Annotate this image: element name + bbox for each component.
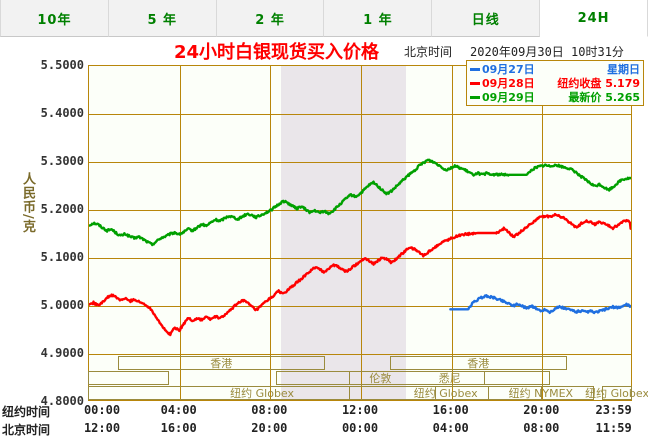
price-chart-plot[interactable] [88, 65, 632, 401]
y-axis-tick: 5.3000 [40, 154, 84, 168]
page-title: 24小时白银现货买入价格 [174, 42, 380, 63]
session-bar: 悉尼 [349, 371, 551, 385]
session-bar-label: 纽约 Globex [413, 387, 478, 400]
gridline-horizontal [89, 114, 631, 115]
x-axis-tick-ny: 23:59 [595, 403, 632, 417]
x-axis-tick-bj: 04:00 [432, 421, 469, 435]
session-bar-label: 伦敦 [369, 372, 392, 385]
tab-label: 10年 [37, 12, 72, 28]
gridline-horizontal [89, 354, 631, 355]
tab-2-year[interactable]: 2 年 [216, 0, 325, 37]
session-bar: 纽约 Globex [585, 386, 648, 400]
x-axis-tick-ny: 04:00 [160, 403, 197, 417]
tab-label: 1 年 [363, 12, 393, 28]
y-axis-tick: 5.0000 [40, 298, 84, 312]
series-line [89, 160, 631, 245]
session-bar: 纽约 Globex [88, 386, 437, 400]
legend-date: 09月27日 [482, 63, 535, 76]
x-axis-tick-bj: 00:00 [341, 421, 379, 435]
x-axis-tick-bj: 08:00 [523, 421, 560, 435]
tab-10-year[interactable]: 10年 [0, 0, 109, 37]
x-axis-tick-ny: 08:00 [251, 403, 288, 417]
y-axis-label: 人民币/克 [20, 172, 35, 234]
session-bar-label: 纽约 Globex [585, 387, 648, 400]
x-axis-ny-row-label: 纽约时间 [2, 405, 51, 419]
session-bar: 纽约 Globex [349, 386, 543, 400]
y-axis-tick: 4.8000 [40, 394, 84, 408]
x-axis-tick-bj: 11:59 [595, 421, 632, 435]
tab-daily[interactable]: 日线 [432, 0, 541, 37]
chart-series-svg [89, 66, 631, 400]
chart-legend: 09月27日 星期日 09月28日 纽约收盘 5.179 09月29日 最新价 … [466, 60, 644, 106]
x-axis-bj-row-label: 北京时间 [2, 423, 51, 437]
x-axis-tick-bj: 20:00 [251, 421, 288, 435]
timezone-label: 北京时间 [404, 45, 453, 59]
tab-5-year[interactable]: 5 年 [108, 0, 217, 37]
gridline-horizontal [89, 258, 631, 259]
y-axis-tick: 5.5000 [40, 58, 84, 72]
market-session-bars: 香港 伦敦 纽约 Globex 纽约 NYMEX 纽约 Globex 香港 悉尼 纽约 Glo… [88, 356, 648, 401]
x-axis-tick-ny: 00:00 [83, 403, 121, 417]
tab-label: 5 年 [147, 12, 178, 28]
legend-item-0927: 09月27日 星期日 [470, 62, 640, 76]
gridline-horizontal [89, 306, 631, 307]
session-bar-label: 香港 [210, 357, 233, 370]
session-bar-label: 香港 [467, 357, 490, 370]
gridline-horizontal [89, 210, 631, 211]
x-axis-tick-ny: 16:00 [432, 403, 469, 417]
tab-label: 日线 [471, 12, 500, 28]
series-line [89, 214, 631, 335]
x-axis-tick-ny: 12:00 [341, 403, 379, 417]
x-axis-tick-bj: 12:00 [83, 421, 121, 435]
gridline-vertical [270, 66, 272, 400]
session-bar-label: 纽约 Globex [230, 387, 295, 400]
y-axis-tick: 4.9000 [40, 346, 84, 360]
x-axis-tick-ny: 20:00 [523, 403, 560, 417]
y-axis-tick: 5.1000 [40, 250, 84, 264]
tab-24h[interactable]: 24H [540, 0, 648, 37]
x-axis-tick-bj: 16:00 [160, 421, 197, 435]
session-bar: 香港 [389, 356, 567, 370]
legend-item-0928: 09月28日 纽约收盘 5.179 [470, 76, 640, 90]
session-bar: 香港 [117, 356, 325, 370]
legend-item-0929: 09月29日 最新价 5.265 [470, 90, 640, 104]
nymex-session-shading [280, 66, 406, 400]
legend-value: 星期日 [607, 63, 640, 76]
series-line [450, 295, 630, 313]
gridline-vertical [451, 66, 453, 400]
legend-date: 09月29日 [482, 91, 535, 104]
timeframe-tabbar[interactable]: 10年 5 年 2 年 1 年 日线 24H [0, 0, 648, 37]
current-datetime: 2020年09月30日 10时31分 [470, 45, 624, 59]
legend-value: 纽约收盘 5.179 [557, 77, 640, 90]
session-bar [88, 371, 169, 385]
tab-label: 2 年 [255, 12, 285, 28]
legend-value: 最新价 5.265 [568, 91, 640, 104]
legend-date: 09月28日 [482, 77, 535, 90]
gridline-vertical [542, 66, 544, 400]
tab-1-year[interactable]: 1 年 [324, 0, 433, 37]
y-axis-tick: 5.2000 [40, 202, 84, 216]
legend-swatch-blue [470, 67, 480, 71]
legend-swatch-red [470, 81, 480, 85]
tab-label: 24H [577, 10, 610, 26]
gridline-vertical [361, 66, 362, 400]
session-bar-label: 悉尼 [438, 372, 461, 385]
gridline-horizontal [89, 162, 631, 163]
legend-swatch-green [470, 95, 480, 99]
y-axis-tick: 5.4000 [40, 106, 84, 120]
session-bar-label: 纽约 NYMEX [508, 387, 574, 400]
